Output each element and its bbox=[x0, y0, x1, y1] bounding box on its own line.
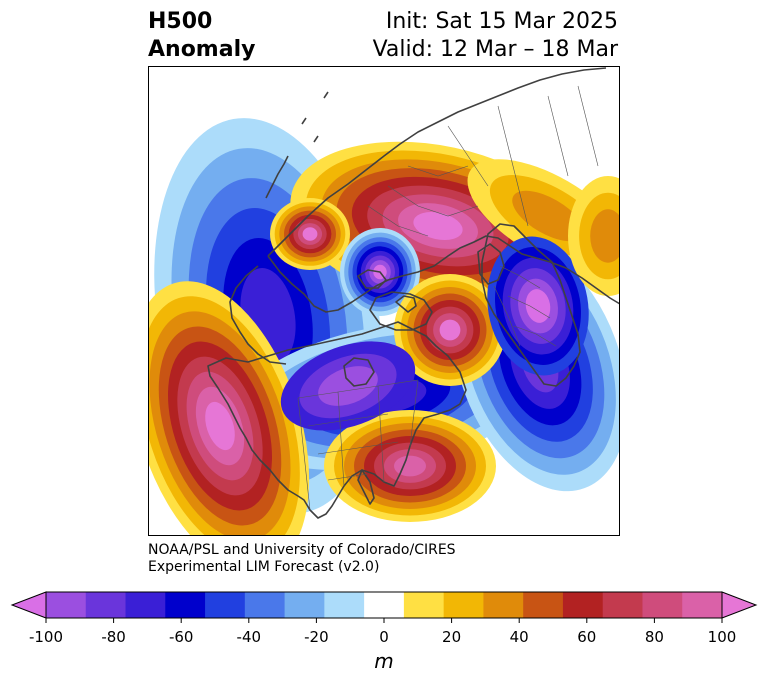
plot-title: H500 Anomaly bbox=[148, 8, 255, 64]
colorbar-cell bbox=[443, 592, 484, 618]
colorbar-tick-label: 60 bbox=[577, 628, 596, 646]
colorbar-tick-label: 100 bbox=[708, 628, 737, 646]
scandinavia bbox=[477, 243, 505, 285]
eurasia-coast bbox=[267, 67, 620, 313]
credit-text: NOAA/PSL and University of Colorado/CIRE… bbox=[148, 542, 456, 576]
colorbar-cell bbox=[284, 592, 325, 618]
colorbar-tick-label: -60 bbox=[169, 628, 194, 646]
positive-eastern-us bbox=[324, 410, 496, 522]
colorbar-tick-label: -20 bbox=[304, 628, 329, 646]
colorbar-cell bbox=[682, 592, 723, 618]
init-date: Init: Sat 15 Mar 2025 bbox=[385, 9, 618, 34]
colorbar-cell bbox=[244, 592, 286, 618]
colorbar-extend-low bbox=[10, 591, 47, 619]
colorbar-cell bbox=[205, 592, 246, 618]
negative-north-america bbox=[280, 341, 416, 431]
positive-north-atlantic bbox=[394, 274, 506, 386]
colorbar-tick-label: -40 bbox=[237, 628, 262, 646]
colorbar-cell bbox=[46, 592, 87, 618]
colorbar-tick-label: 0 bbox=[379, 628, 389, 646]
anomaly-map bbox=[148, 66, 620, 536]
colorbar-cell bbox=[403, 592, 445, 618]
colorbar-cell bbox=[483, 592, 524, 618]
colorbar-cell bbox=[165, 592, 206, 618]
greenland-coast bbox=[369, 291, 433, 331]
colorbar-cell bbox=[602, 592, 643, 618]
positive-alaska bbox=[270, 198, 350, 270]
colorbar-unit: m bbox=[374, 649, 393, 673]
colorbar-tick-label: 20 bbox=[442, 628, 461, 646]
colorbar-tick-label: -80 bbox=[101, 628, 126, 646]
credit-line-2: Experimental LIM Forecast (v2.0) bbox=[148, 559, 380, 575]
hudson-bay-coast bbox=[343, 357, 375, 387]
colorbar-cell bbox=[364, 592, 405, 618]
map-frame bbox=[148, 66, 620, 536]
europe-coast bbox=[481, 223, 581, 387]
colorbar: -100 -80 -60 -40 -20 0 20 40 60 80 100 m bbox=[10, 591, 758, 673]
colorbar-tick-label: -100 bbox=[29, 628, 63, 646]
colorbar-cell bbox=[125, 592, 166, 618]
colorbar-tick-label: 40 bbox=[510, 628, 529, 646]
colorbar-cell bbox=[523, 592, 564, 618]
valid-range: Valid: 12 Mar – 18 Mar bbox=[372, 37, 618, 62]
anomaly-contours bbox=[148, 118, 620, 536]
positive-ne-corner bbox=[568, 176, 620, 296]
colorbar-cell bbox=[85, 592, 127, 618]
colorbar-cell bbox=[324, 592, 365, 618]
colorbar-tick-label: 80 bbox=[645, 628, 664, 646]
colorbar-cell bbox=[642, 592, 683, 618]
credit-line-1: NOAA/PSL and University of Colorado/CIRE… bbox=[148, 542, 456, 558]
colorbar-extend-high bbox=[721, 591, 758, 619]
coastlines bbox=[207, 67, 620, 519]
forecast-dates: Init: Sat 15 Mar 2025 Valid: 12 Mar – 18… bbox=[373, 8, 618, 64]
positive-pacific bbox=[148, 281, 310, 536]
asia-east bbox=[229, 265, 287, 365]
arctic-islands bbox=[357, 269, 417, 313]
political-borders bbox=[297, 85, 599, 511]
pacific-islands bbox=[301, 91, 329, 143]
title-line-2: Anomaly bbox=[148, 37, 256, 62]
japan bbox=[265, 155, 289, 199]
colorbar-cell bbox=[562, 592, 604, 618]
north-america-coast bbox=[207, 321, 467, 519]
colorbar-ticks: -100 -80 -60 -40 -20 0 20 40 60 80 100 bbox=[29, 618, 736, 646]
florida bbox=[357, 469, 375, 505]
title-line-1: H500 bbox=[148, 9, 213, 34]
colorbar-cells bbox=[10, 591, 758, 619]
